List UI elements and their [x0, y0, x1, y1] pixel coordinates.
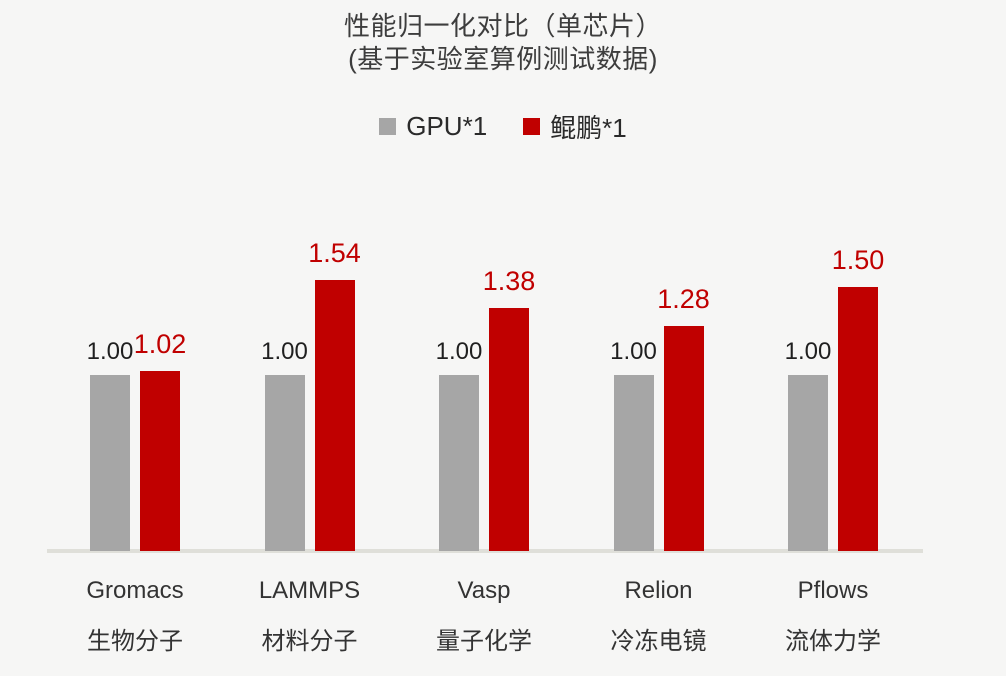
value-label-pflows-gpu: 1.00 [784, 338, 832, 365]
bar-gromacs-gpu [90, 375, 130, 551]
category-sublabel-lammps: 材料分子 [261, 628, 358, 655]
value-label-gromacs-gpu: 1.00 [86, 338, 134, 365]
bar-lammps-gpu [264, 375, 305, 551]
value-label-relion-kunpeng: 1.28 [657, 284, 710, 314]
category-label-lammps: LAMMPS [258, 577, 361, 604]
value-label-gromacs-kunpeng: 1.02 [133, 329, 187, 359]
value-label-lammps-kunpeng: 1.54 [308, 238, 361, 268]
legend-label-gpu: GPU*1 [406, 111, 488, 141]
bar-pflows-kunpeng [838, 287, 878, 551]
category-sublabel-relion: 冷冻电镜 [610, 628, 707, 655]
bar-vasp-gpu [439, 375, 479, 551]
x-axis-line [47, 549, 923, 553]
value-label-vasp-gpu: 1.00 [435, 338, 483, 365]
bar-pflows-gpu [788, 375, 828, 551]
category-sublabel-vasp: 量子化学 [436, 628, 532, 655]
chart-title: 性能归一化对比（单芯片） (基于实验室算例测试数据) [0, 10, 1006, 76]
bar-gromacs-kunpeng [140, 371, 180, 551]
legend: GPU*1 鲲鹏*1 [0, 108, 1006, 145]
legend-item-gpu: GPU*1 [379, 111, 487, 142]
legend-swatch-kunpeng [523, 118, 541, 135]
bar-relion-kunpeng [663, 326, 704, 551]
chart-title-line1: 性能归一化对比（单芯片） [343, 11, 662, 41]
value-label-lammps-gpu: 1.00 [261, 338, 308, 365]
value-label-vasp-kunpeng: 1.38 [482, 266, 536, 296]
legend-label-kunpeng: 鲲鹏*1 [550, 113, 627, 143]
bar-relion-gpu [613, 375, 654, 551]
value-label-pflows-kunpeng: 1.50 [831, 245, 885, 275]
chart-title-line2: (基于实验室算例测试数据) [348, 44, 658, 74]
category-label-vasp: Vasp [457, 577, 511, 604]
category-sublabel-pflows: 流体力学 [785, 628, 881, 655]
legend-item-kunpeng: 鲲鹏*1 [523, 108, 627, 145]
legend-swatch-gpu [379, 118, 397, 135]
category-sublabel-gromacs: 生物分子 [87, 628, 183, 655]
category-label-gromacs: Gromacs [86, 577, 184, 604]
category-label-pflows: Pflows [797, 577, 869, 604]
bar-lammps-kunpeng [314, 280, 355, 551]
bar-vasp-kunpeng [489, 308, 529, 551]
category-label-relion: Relion [624, 577, 693, 604]
value-label-relion-gpu: 1.00 [610, 338, 657, 365]
